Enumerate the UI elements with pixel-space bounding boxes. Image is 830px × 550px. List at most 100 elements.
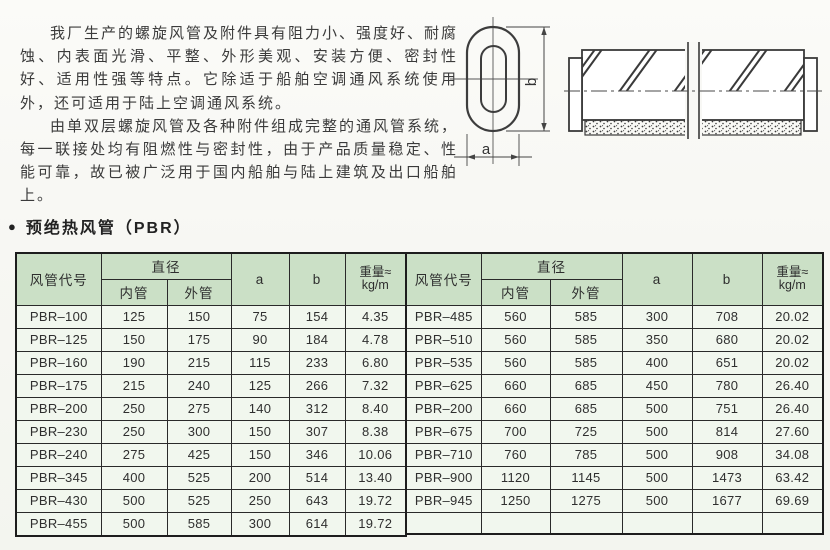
value-cell: 175 xyxy=(166,327,232,352)
value-cell: 19.72 xyxy=(344,488,407,513)
value-cell: 300 xyxy=(166,419,232,444)
value-cell: 560 xyxy=(480,327,551,352)
intro-text: 我厂生产的螺旋风管及附件具有阻力小、强度好、耐腐蚀、内表面光滑、平整、外形美观、… xyxy=(20,22,458,208)
table-row: PBR–230 250 300 150 307 8.38 xyxy=(15,419,407,444)
header-weight-line2: kg/m xyxy=(778,278,806,293)
table-header: 风管代号 直径 a b 重量≈ kg/m 内管 外管 xyxy=(15,252,407,306)
value-cell: 19.72 xyxy=(344,511,407,536)
value-cell: 814 xyxy=(691,419,763,444)
duct-code-cell: PBR–200 xyxy=(405,396,482,421)
value-cell: 266 xyxy=(288,373,346,398)
value-cell: 7.32 xyxy=(344,373,407,398)
header-outer-pipe: 外管 xyxy=(549,278,623,306)
value-cell: 680 xyxy=(691,327,763,352)
value-cell: 215 xyxy=(166,350,232,375)
table-body-left: PBR–100 125 150 75 154 4.35 PBR–125 150 175 90 184… xyxy=(15,304,407,536)
duct-code-cell: PBR–430 xyxy=(15,488,102,513)
spec-table-right: 风管代号 直径 a b 重量≈ kg/m 内管 外管 PBR–485 560 585… xyxy=(405,252,824,535)
value-cell xyxy=(761,511,824,535)
table-row: PBR–345 400 525 200 514 13.40 xyxy=(15,465,407,490)
value-cell: 150 xyxy=(230,419,290,444)
value-cell: 27.60 xyxy=(761,419,824,444)
table-row: PBR–675 700 725 500 814 27.60 xyxy=(405,419,824,444)
dim-b-arrow-top xyxy=(541,27,547,35)
value-cell: 150 xyxy=(100,327,168,352)
value-cell xyxy=(549,511,623,535)
value-cell: 233 xyxy=(288,350,346,375)
table-row: PBR–455 500 585 300 614 19.72 xyxy=(15,511,407,536)
header-b: b xyxy=(691,252,763,306)
spiral-seams-left xyxy=(582,50,686,91)
table-row: PBR–100 125 150 75 154 4.35 xyxy=(15,304,407,329)
value-cell: 643 xyxy=(288,488,346,513)
dim-b-arrow-bottom xyxy=(541,123,547,131)
right-flange xyxy=(803,57,818,132)
value-cell: 1145 xyxy=(549,465,623,490)
spec-table-left: 风管代号 直径 a b 重量≈ kg/m 内管 外管 PBR–100 125 150… xyxy=(15,252,407,537)
value-cell: 660 xyxy=(480,373,551,398)
value-cell: 450 xyxy=(621,373,693,398)
value-cell: 312 xyxy=(288,396,346,421)
duct-code-cell: PBR–230 xyxy=(15,419,102,444)
value-cell: 500 xyxy=(100,488,168,513)
duct-code-cell: PBR–100 xyxy=(15,304,102,329)
value-cell: 300 xyxy=(621,304,693,329)
value-cell: 190 xyxy=(100,350,168,375)
value-cell: 708 xyxy=(691,304,763,329)
dim-b-label: b xyxy=(523,78,540,86)
inner-duct-outline xyxy=(480,45,507,113)
value-cell: 560 xyxy=(480,304,551,329)
table-row: PBR–710 760 785 500 908 34.08 xyxy=(405,442,824,467)
value-cell: 150 xyxy=(230,442,290,467)
duct-code-cell: PBR–175 xyxy=(15,373,102,398)
value-cell: 500 xyxy=(100,511,168,536)
value-cell: 585 xyxy=(549,350,623,375)
table-row: PBR–125 150 175 90 184 4.78 xyxy=(15,327,407,352)
duct-side-view-drawing xyxy=(564,42,822,139)
table-row: PBR–430 500 525 250 643 19.72 xyxy=(15,488,407,513)
value-cell: 525 xyxy=(166,465,232,490)
value-cell: 154 xyxy=(288,304,346,329)
value-cell: 26.40 xyxy=(761,373,824,398)
header-weight-line2: kg/m xyxy=(361,278,389,293)
section-heading: ● 预绝热风管（PBR） xyxy=(8,214,192,238)
header-weight: 重量≈ kg/m xyxy=(761,252,824,306)
value-cell: 215 xyxy=(100,373,168,398)
duct-code-cell: PBR–710 xyxy=(405,442,482,467)
duct-code-cell: PBR–535 xyxy=(405,350,482,375)
duct-code-cell: PBR–625 xyxy=(405,373,482,398)
table-body-right: PBR–485 560 585 300 708 20.02 PBR–510 560 585 350… xyxy=(405,304,824,535)
table-row: PBR–510 560 585 350 680 20.02 xyxy=(405,327,824,352)
value-cell: 908 xyxy=(691,442,763,467)
header-weight-line1: 重量≈ xyxy=(776,265,809,280)
value-cell: 275 xyxy=(100,442,168,467)
value-cell: 1120 xyxy=(480,465,551,490)
value-cell: 20.02 xyxy=(761,327,824,352)
header-duct-code: 风管代号 xyxy=(405,252,482,306)
value-cell: 26.40 xyxy=(761,396,824,421)
value-cell: 1250 xyxy=(480,488,551,513)
value-cell: 685 xyxy=(549,396,623,421)
value-cell: 780 xyxy=(691,373,763,398)
value-cell: 125 xyxy=(100,304,168,329)
value-cell: 514 xyxy=(288,465,346,490)
duct-code-cell: PBR–900 xyxy=(405,465,482,490)
value-cell: 585 xyxy=(549,304,623,329)
table-row: PBR–945 1250 1275 500 1677 69.69 xyxy=(405,488,824,513)
value-cell: 184 xyxy=(288,327,346,352)
value-cell: 20.02 xyxy=(761,350,824,375)
value-cell: 90 xyxy=(230,327,290,352)
value-cell: 8.40 xyxy=(344,396,407,421)
dim-a-label: a xyxy=(482,141,491,158)
duct-code-cell: PBR–200 xyxy=(15,396,102,421)
value-cell: 614 xyxy=(288,511,346,536)
duct-code-cell: PBR–345 xyxy=(15,465,102,490)
table-row: PBR–535 560 585 400 651 20.02 xyxy=(405,350,824,375)
header-inner-pipe: 内管 xyxy=(100,278,168,306)
value-cell: 200 xyxy=(230,465,290,490)
intro-paragraph-1: 我厂生产的螺旋风管及附件具有阻力小、强度好、耐腐蚀、内表面光滑、平整、外形美观、… xyxy=(20,25,459,112)
duct-code-cell: PBR–455 xyxy=(15,511,102,536)
value-cell: 150 xyxy=(166,304,232,329)
value-cell: 785 xyxy=(549,442,623,467)
value-cell: 75 xyxy=(230,304,290,329)
